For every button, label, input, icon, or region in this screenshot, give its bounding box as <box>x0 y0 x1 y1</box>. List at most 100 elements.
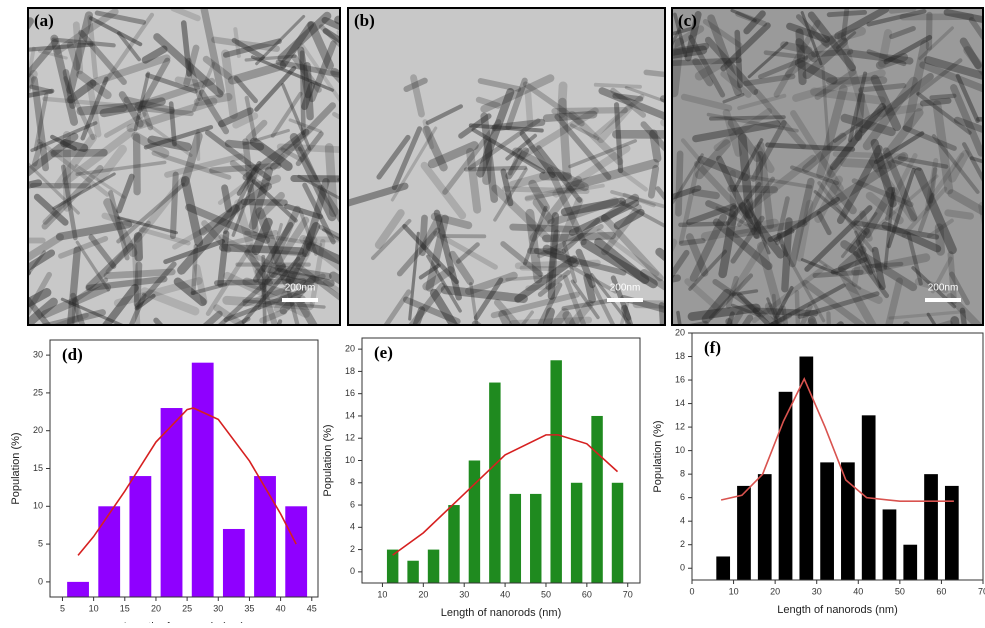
bar <box>903 545 917 580</box>
y-tick-label: 14 <box>675 398 685 408</box>
y-axis-label: Population (%) <box>652 420 664 492</box>
bar <box>129 476 151 597</box>
y-tick-label: 2 <box>680 539 685 549</box>
rod <box>615 96 640 99</box>
rod <box>329 148 333 213</box>
x-tick-label: 40 <box>276 603 286 613</box>
x-tick-label: 40 <box>853 586 863 596</box>
y-tick-label: 20 <box>33 425 43 435</box>
bar <box>716 556 730 580</box>
bar <box>571 483 582 583</box>
rod <box>681 241 703 244</box>
bar <box>161 408 183 597</box>
rod <box>225 188 229 209</box>
bar <box>67 582 89 597</box>
fit-curve <box>721 379 954 501</box>
bar <box>945 486 959 580</box>
y-tick-label: 4 <box>680 516 685 526</box>
bar <box>98 506 120 597</box>
rod <box>596 85 640 87</box>
rod <box>173 175 176 236</box>
y-tick-label: 0 <box>680 563 685 573</box>
panel-label: (e) <box>374 343 393 362</box>
rod <box>260 321 280 379</box>
x-tick-label: 45 <box>307 603 317 613</box>
bar <box>758 474 772 580</box>
panel-label: (a) <box>34 11 54 30</box>
bar <box>223 529 245 597</box>
rod <box>784 45 809 50</box>
rod <box>674 42 680 93</box>
rod <box>844 163 887 165</box>
x-tick-label: 70 <box>978 586 985 596</box>
rod <box>678 154 680 213</box>
rod <box>81 108 123 111</box>
y-tick-label: 18 <box>345 366 355 376</box>
y-tick-label: 14 <box>345 410 355 420</box>
rod <box>804 325 841 355</box>
bar <box>550 360 561 583</box>
y-tick-label: 0 <box>38 576 43 586</box>
bar <box>883 509 897 580</box>
fit-curve <box>393 435 618 555</box>
bar <box>448 505 459 583</box>
bar <box>510 494 521 583</box>
bar <box>737 486 751 580</box>
bar <box>841 462 855 580</box>
y-tick-label: 5 <box>38 538 43 548</box>
y-tick-label: 2 <box>350 544 355 554</box>
x-tick-label: 70 <box>623 589 633 599</box>
x-tick-label: 0 <box>689 586 694 596</box>
x-tick-label: 30 <box>812 586 822 596</box>
y-tick-label: 6 <box>350 499 355 509</box>
rod <box>695 192 716 195</box>
scale-bar <box>282 298 318 302</box>
x-tick-label: 15 <box>120 603 130 613</box>
y-tick-label: 25 <box>33 387 43 397</box>
x-tick-label: 30 <box>459 589 469 599</box>
scale-label: 200nm <box>285 283 316 294</box>
bar <box>530 494 541 583</box>
tem-image: (b) 200nm <box>343 8 726 383</box>
plot-frame <box>692 333 983 580</box>
y-tick-label: 16 <box>345 388 355 398</box>
bar <box>407 561 418 583</box>
y-tick-label: 0 <box>350 566 355 576</box>
panel-label: (b) <box>354 11 375 30</box>
bar <box>799 357 813 580</box>
rod <box>812 320 827 369</box>
y-tick-label: 4 <box>350 522 355 532</box>
rod <box>547 115 594 119</box>
x-axis-label: Length of nanorods (nm) <box>777 604 897 616</box>
x-tick-label: 10 <box>89 603 99 613</box>
x-tick-label: 35 <box>244 603 254 613</box>
x-tick-label: 25 <box>182 603 192 613</box>
rod <box>892 9 914 11</box>
y-tick-label: 12 <box>345 433 355 443</box>
y-tick-label: 6 <box>680 492 685 502</box>
x-tick-label: 50 <box>541 589 551 599</box>
rod <box>749 324 772 360</box>
panel-label: (c) <box>678 11 697 30</box>
y-tick-label: 16 <box>675 374 685 384</box>
y-tick-label: 10 <box>345 455 355 465</box>
rod <box>466 168 525 170</box>
panel-label: (f) <box>704 338 721 357</box>
rod <box>528 93 530 124</box>
bar <box>285 506 307 597</box>
scale-label: 200nm <box>928 283 959 294</box>
y-tick-label: 30 <box>33 349 43 359</box>
y-tick-label: 20 <box>345 344 355 354</box>
rod <box>7 273 28 282</box>
rod <box>955 320 964 391</box>
scale-bar <box>925 298 961 302</box>
tem-image: (a) 200nm <box>0 8 407 379</box>
figure: (a)200nm(b)200nm(c)200nm5101520253035404… <box>0 0 985 623</box>
bar <box>469 461 480 584</box>
rod <box>544 312 550 334</box>
scale-label: 200nm <box>610 283 641 294</box>
x-tick-label: 40 <box>500 589 510 599</box>
y-tick-label: 8 <box>680 469 685 479</box>
rod <box>5 78 30 139</box>
x-tick-label: 5 <box>60 603 65 613</box>
